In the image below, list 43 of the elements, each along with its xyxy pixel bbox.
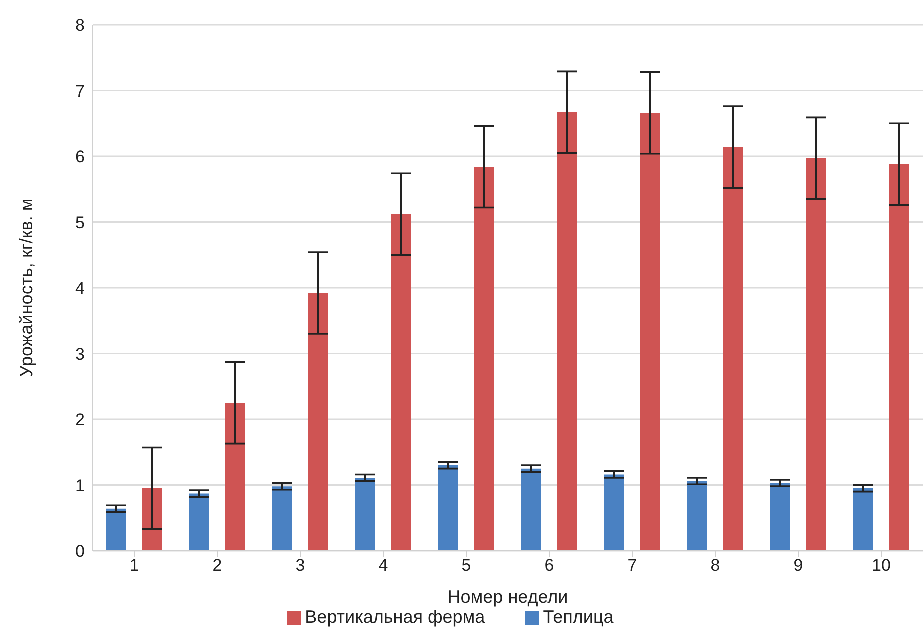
bar: [723, 147, 744, 551]
x-tick-label: 9: [794, 556, 804, 576]
bar: [806, 158, 826, 551]
bar: [189, 494, 210, 551]
bar: [474, 167, 494, 551]
x-tick-label: 1: [130, 556, 140, 576]
y-tick-label: 4: [76, 279, 85, 298]
x-tick-label: 2: [212, 556, 222, 576]
y-axis-title: Урожайность, кг/кв. м: [16, 198, 36, 378]
bar: [438, 466, 458, 551]
y-tick-label: 6: [76, 148, 85, 167]
bar: [687, 481, 708, 551]
bar: [521, 468, 542, 551]
x-tick-label: 5: [462, 556, 472, 576]
x-tick-label: 10: [872, 556, 891, 576]
bar: [272, 486, 292, 551]
x-tick-label: 8: [710, 556, 720, 576]
x-tick-label: 7: [628, 556, 638, 576]
bar: [225, 403, 246, 551]
legend-label: Вертикальная ферма: [305, 607, 486, 627]
y-tick-label: 1: [76, 476, 85, 496]
bar: [391, 214, 412, 551]
bar: [853, 488, 874, 551]
y-tick-label: 0: [76, 542, 85, 562]
x-tick-label: 6: [544, 556, 554, 576]
x-axis-title: Номер недели: [448, 587, 568, 607]
bar: [106, 508, 126, 551]
bar: [640, 113, 660, 551]
y-tick-label: 5: [76, 213, 85, 232]
bar: [557, 112, 578, 551]
bar: [770, 483, 790, 551]
bar: [355, 478, 376, 551]
legend-label: Теплица: [543, 607, 614, 627]
bar: [142, 488, 162, 551]
bar: [889, 164, 910, 551]
bar: [604, 474, 624, 551]
y-tick-label: 3: [76, 344, 85, 364]
bar: [308, 293, 328, 551]
y-tick-label: 2: [76, 410, 85, 430]
x-tick-label: 4: [378, 556, 388, 576]
y-tick-label: 8: [76, 16, 85, 36]
y-tick-label: 7: [76, 82, 85, 101]
x-tick-label: 3: [296, 556, 306, 576]
